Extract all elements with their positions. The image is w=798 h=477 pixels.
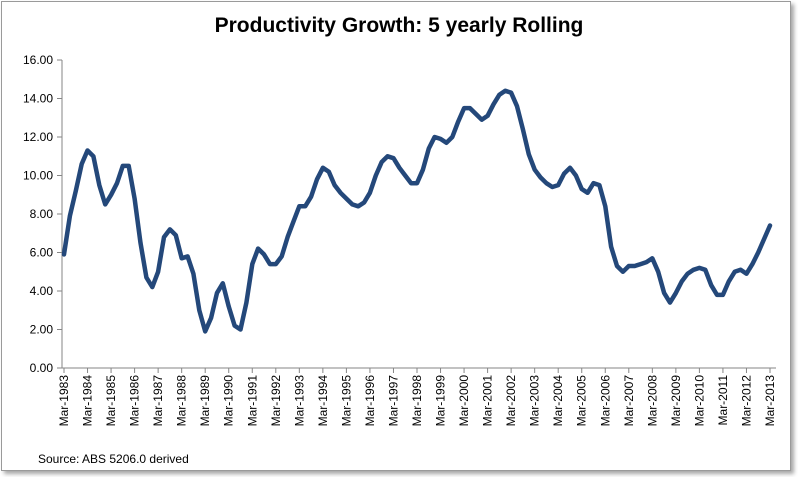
x-tick-label: Mar-2008 (645, 375, 659, 427)
x-tick-label: Mar-1991 (245, 375, 259, 427)
x-tick-label: Mar-2002 (504, 375, 518, 427)
y-tick-label: 4.00 (30, 284, 54, 298)
x-tick-label: Mar-2009 (669, 375, 683, 427)
x-tick-label: Mar-1984 (81, 375, 95, 427)
x-tick-label: Mar-2004 (551, 375, 565, 427)
x-tick-label: Mar-2010 (692, 375, 706, 427)
y-tick-label: 10.00 (23, 169, 53, 183)
x-tick-label: Mar-1999 (434, 375, 448, 427)
y-tick-label: 0.00 (30, 361, 54, 375)
x-tick-label: Mar-2001 (481, 375, 495, 427)
x-ticks: Mar-1983 Mar-1984 Mar-1985 Mar-1986 Mar-1987… (57, 368, 777, 426)
x-tick-label: Mar-1996 (363, 375, 377, 427)
chart-title: Productivity Growth: 5 yearly Rolling (214, 14, 584, 37)
x-tick-label: Mar-1998 (410, 375, 424, 427)
x-tick-label: Mar-1987 (151, 375, 165, 427)
x-tick-label: Mar-2003 (528, 375, 542, 427)
x-tick-label: Mar-1997 (386, 375, 400, 427)
chart-frame (1, 1, 791, 471)
x-tick-label: Mar-1993 (292, 375, 306, 427)
x-tick-label: Mar-1983 (57, 375, 71, 427)
x-tick-label: Mar-1989 (198, 375, 212, 427)
x-tick-label: Mar-2000 (457, 375, 471, 427)
x-tick-label: Mar-2013 (763, 375, 777, 427)
x-tick-label: Mar-2006 (598, 375, 612, 427)
y-tick-label: 16.00 (23, 53, 53, 67)
y-tick-label: 2.00 (30, 323, 54, 337)
x-tick-label: Mar-1990 (222, 375, 236, 427)
x-tick-label: Mar-2011 (716, 375, 730, 426)
y-tick-label: 6.00 (30, 246, 54, 260)
x-tick-label: Mar-1994 (316, 375, 330, 427)
x-tick-label: Mar-1988 (175, 375, 189, 427)
series-line-productivity-growth (61, 88, 773, 334)
x-tick-label: Mar-2007 (622, 375, 636, 427)
axes (61, 60, 776, 369)
source-note: Source: ABS 5206.0 derived (38, 452, 189, 466)
x-tick-label: Mar-1992 (269, 375, 283, 427)
y-tick-label: 8.00 (30, 207, 54, 221)
x-tick-label: Mar-2012 (739, 375, 753, 427)
x-tick-label: Mar-1995 (339, 375, 353, 427)
x-tick-label: Mar-1985 (104, 375, 118, 427)
x-tick-label: Mar-2005 (575, 375, 589, 427)
x-tick-label: Mar-1986 (128, 375, 142, 427)
y-tick-label: 14.00 (23, 92, 53, 106)
series-group (61, 88, 773, 334)
y-tick-label: 12.00 (23, 130, 53, 144)
y-ticks: 0.00 2.00 4.00 6.00 8.00 10.00 12.00 14.00 16.00 (23, 53, 62, 375)
